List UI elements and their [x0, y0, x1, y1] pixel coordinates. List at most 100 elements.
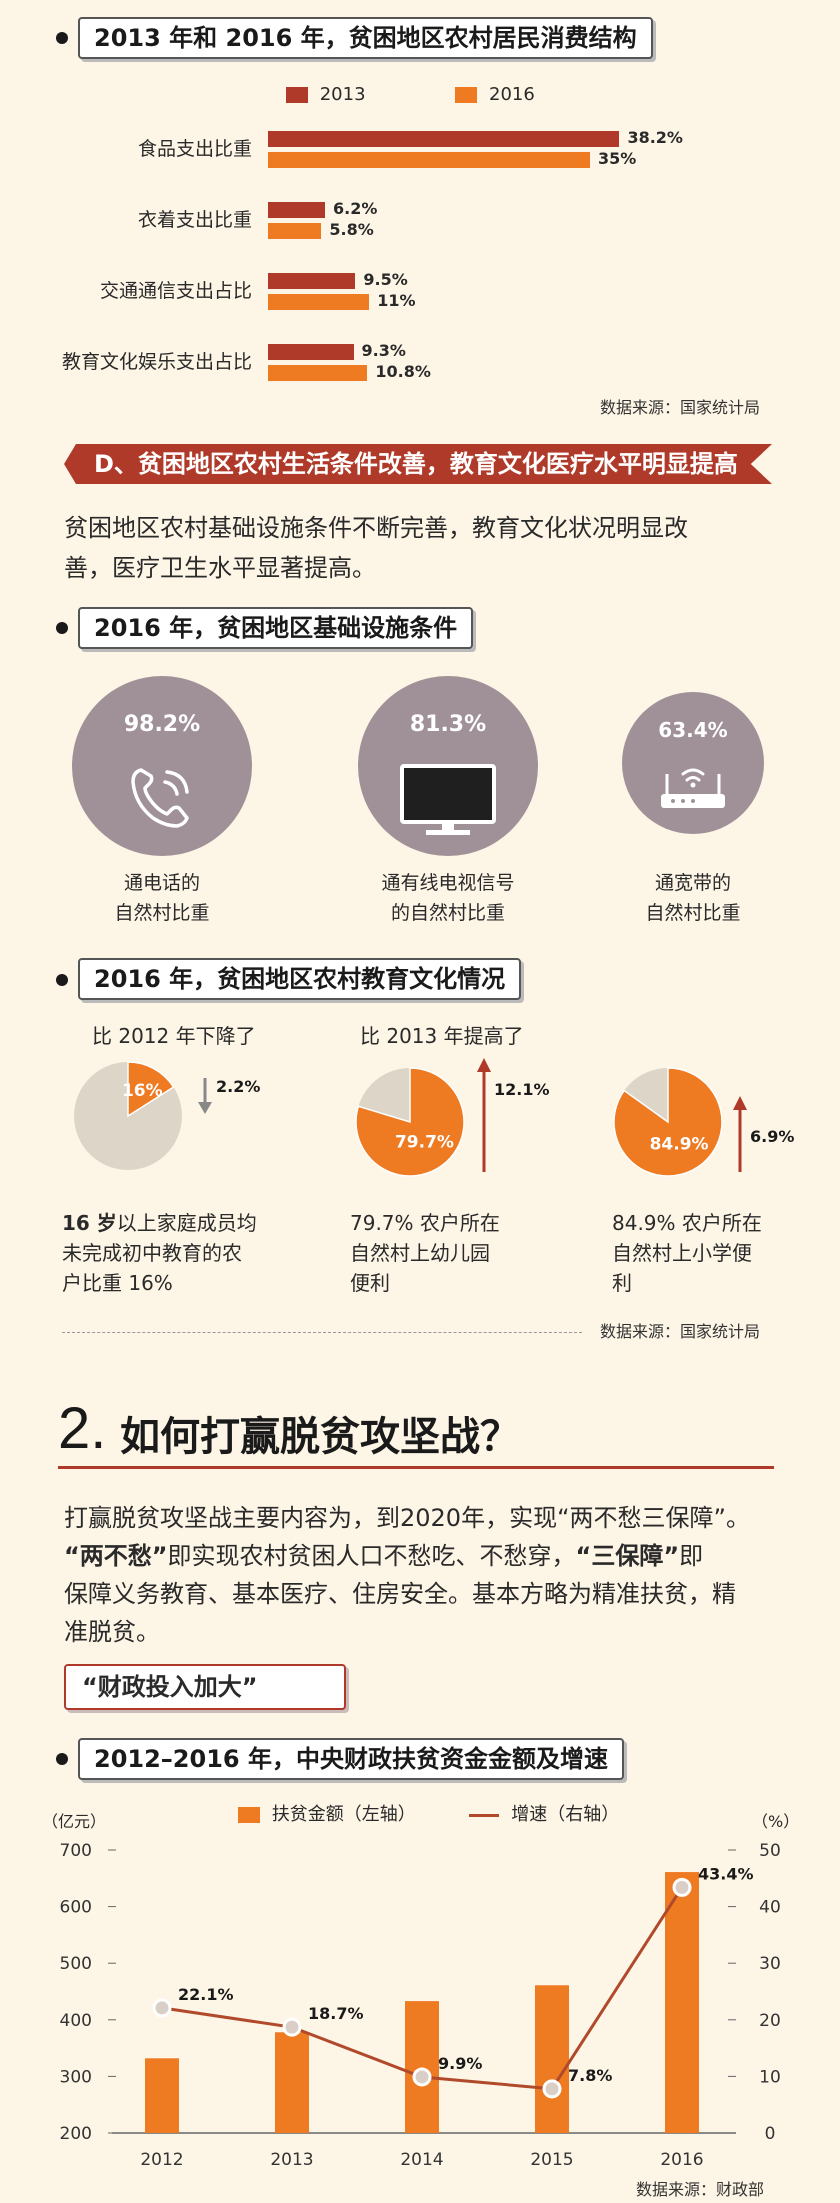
section-2-bold-2: “三保障”: [575, 1542, 680, 1570]
growth-label: 43.4%: [698, 1864, 754, 1883]
education-caption-3: 84.9% 农户所在 自然村上小学便 利: [612, 1208, 812, 1298]
section-d-banner: D、贫困地区农村生活条件改善，教育文化医疗水平明显提高: [64, 444, 772, 484]
growth-point: [672, 1877, 692, 1897]
pie-slice: [613, 1067, 723, 1177]
left-tick-label: 500: [60, 1954, 92, 1974]
x-tick-label: 2012: [140, 2150, 183, 2170]
infra-caption-broadband-line1: 通宽带的: [654, 872, 731, 894]
category-label: 教育文化娱乐支出占比: [61, 351, 252, 373]
education-title: 2016 年，贫困地区农村教育文化情况: [78, 958, 522, 1000]
router-icon: [661, 768, 725, 808]
education-pies: 16% 79.7% 84.9% 2.2% 12.1% 6.9%: [74, 1058, 794, 1177]
section-2-paragraph-line4: 准脱贫。: [64, 1618, 160, 1646]
growth-point: [412, 2067, 432, 2087]
x-tick-label: 2014: [400, 2150, 443, 2170]
growth-point: [542, 2079, 562, 2099]
growth-label: 9.9%: [438, 2054, 482, 2073]
bar-2013: [275, 2032, 309, 2133]
arrow-up-head: [477, 1058, 491, 1072]
consumption-legend: 2013 2016: [286, 84, 535, 105]
infra-value-broadband: 63.4%: [658, 718, 728, 742]
section-2-paragraph-line1: 打赢脱贫攻坚战主要内容为，到2020年，实现“两不愁三保障”。: [64, 1504, 750, 1532]
left-tick-label: 600: [60, 1898, 92, 1918]
right-tick-label: 30: [759, 1954, 781, 1974]
legend-label-line: 增速（右轴）: [511, 1804, 620, 1825]
category-label: 食品支出比重: [137, 138, 252, 160]
change-label: 2.2%: [216, 1077, 260, 1096]
bullet-dot: [56, 622, 68, 634]
data-label: 9.3%: [361, 341, 406, 360]
infra-caption-phone-line1: 通电话的: [123, 872, 200, 894]
change-label: 6.9%: [750, 1127, 794, 1146]
bar-2013: [268, 202, 326, 218]
legend-label-2016: 2016: [489, 84, 535, 105]
pie-label: 16%: [122, 1081, 163, 1101]
education-caption-2-line3: 便利: [350, 1271, 390, 1295]
education-caption-3-line2: 自然村上小学便: [612, 1241, 752, 1265]
data-label: 11%: [377, 291, 416, 310]
infra-caption-broadband-line2: 自然村比重: [645, 902, 741, 924]
bar-2013: [268, 344, 354, 360]
education-caption-1: 16 岁以上家庭成员均 未完成初中教育的农 户比重 16%: [62, 1208, 292, 1298]
infra-value-tv: 81.3%: [409, 712, 487, 737]
x-tick-label: 2016: [660, 2150, 703, 2170]
infra-caption-phone: 通电话的 自然村比重: [72, 868, 252, 928]
x-tick-label: 2013: [270, 2150, 313, 2170]
growth-label: 18.7%: [308, 2004, 364, 2023]
pie-label: 84.9%: [650, 1135, 709, 1155]
section-2-underline: [58, 1466, 774, 1469]
infra-caption-phone-line2: 自然村比重: [114, 902, 210, 924]
bar-2013: [268, 273, 356, 289]
bar-2014: [405, 2001, 439, 2133]
growth-point: [152, 1998, 172, 2018]
education-caption-3-line1: 84.9% 农户所在: [612, 1211, 762, 1235]
legend-swatch-line: [469, 1813, 500, 1817]
consumption-source: 数据来源：国家统计局: [600, 398, 761, 417]
data-label: 5.8%: [329, 220, 374, 239]
infra-circle-phone: 98.2%: [72, 676, 252, 856]
education-source: 数据来源：国家统计局: [600, 1322, 761, 1341]
legend-swatch-2013: [286, 87, 308, 103]
x-tick-label: 2015: [530, 2150, 573, 2170]
section-2-paragraph-line2: “两不愁”即实现农村贫困人口不愁吃、不愁穿，“三保障”即: [64, 1536, 703, 1576]
bullet-dot: [56, 32, 68, 44]
quote-box: “财政投入加大”: [64, 1664, 346, 1710]
left-tick-label: 400: [60, 2011, 92, 2031]
education-caption-3-line3: 利: [612, 1271, 632, 1295]
section-2-text-2: 即: [679, 1542, 704, 1570]
section-2-paragraph-line3: 保障义务教育、基本医疗、住房安全。基本方略为精准扶贫，精: [64, 1580, 736, 1608]
bar-2016: [268, 294, 370, 310]
fund-source: 数据来源：财政部: [636, 2180, 765, 2199]
left-tick-label: 700: [60, 1841, 92, 1861]
infra-circle-tv: 81.3%: [358, 676, 538, 856]
right-tick-label: 50: [759, 1841, 781, 1861]
tv-icon: [400, 764, 496, 835]
infrastructure-title: 2016 年，贫困地区基础设施条件: [78, 607, 474, 649]
bar-2016: [268, 152, 590, 168]
data-label: 10.8%: [375, 362, 431, 381]
legend-label-bar: 扶贫金额（左轴）: [271, 1804, 416, 1825]
fund-title: 2012–2016 年，中央财政扶贫资金金额及增速: [78, 1738, 624, 1780]
growth-label: 7.8%: [568, 2066, 612, 2085]
bar-2016: [268, 365, 368, 381]
bar-2012: [145, 2058, 179, 2133]
right-axis-unit: （%）: [752, 1812, 800, 1831]
growth-label: 22.1%: [178, 1985, 234, 2004]
bullet-dot: [56, 1753, 68, 1765]
legend-swatch-bar: [238, 1807, 260, 1823]
arrow-up-head: [733, 1096, 747, 1110]
dashed-divider: [62, 1332, 582, 1333]
education-caption-1-bold: 16 岁: [62, 1211, 117, 1235]
pie-label: 79.7%: [395, 1133, 454, 1153]
right-tick-label: 20: [759, 2011, 781, 2031]
right-tick-label: 40: [759, 1898, 781, 1918]
pie-slice: [355, 1067, 465, 1177]
section-2-bold-1: “两不愁”: [64, 1542, 168, 1570]
infra-caption-broadband: 通宽带的 自然村比重: [602, 868, 784, 928]
growth-point: [282, 2017, 302, 2037]
section-number: 2.: [58, 1396, 107, 1461]
left-axis-unit: （亿元）: [42, 1812, 107, 1831]
bar-2016: [268, 223, 322, 239]
education-caption-1-line1: 以上家庭成员均: [116, 1211, 257, 1235]
infra-caption-tv-line1: 通有线电视信号: [381, 872, 515, 894]
